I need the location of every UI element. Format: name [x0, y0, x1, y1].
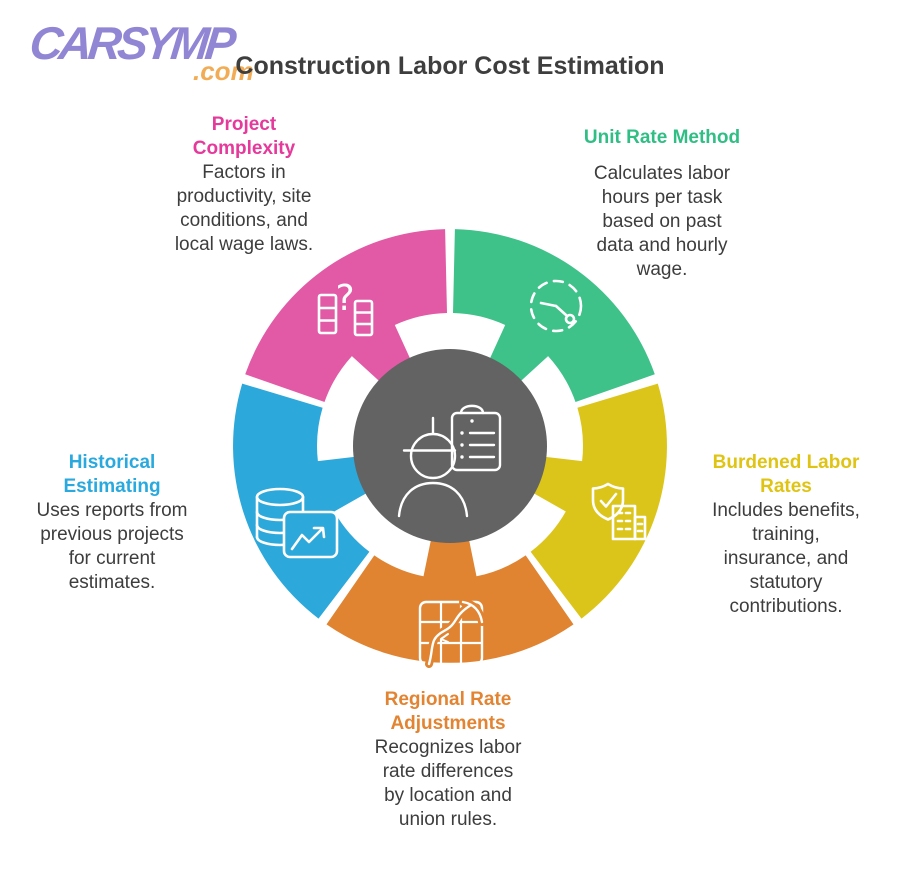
segment-heading-project-complexity: Project Complexity: [192, 114, 296, 159]
question-mark-glyph: ?: [335, 278, 354, 319]
segment-arc-project-complexity: [245, 229, 447, 402]
segment-description-burdened-labor-rates: Includes benefits, training, insurance, …: [712, 500, 860, 617]
segment-arc-unit-rate-method: [453, 229, 655, 402]
segment-heading-historical-estimating: Historical Estimating: [63, 452, 161, 497]
segment-label-unit-rate-method: Unit Rate Method Calculates labor hours …: [537, 126, 787, 282]
segment-heading-burdened-labor-rates: Burdened Labor Rates: [712, 452, 860, 497]
segment-arc-burdened-labor-rates: [530, 383, 667, 619]
database-chart-icon: [255, 487, 339, 559]
map-route-icon: [418, 598, 486, 668]
segment-description-unit-rate-method: Calculates labor hours per task based on…: [593, 163, 731, 280]
logo: CARSYMP .com: [27, 17, 253, 86]
segment-label-project-complexity: Project Complexity Factors in productivi…: [119, 113, 369, 257]
segment-description-regional-rate-adjustments: Recognizes labor rate differences by loc…: [374, 737, 522, 830]
logo-suffix-text: .com: [193, 56, 254, 86]
clock-icon: [529, 279, 583, 333]
segment-description-project-complexity: Factors in productivity, site conditions…: [174, 162, 314, 255]
worker-clipboard-icon: [397, 404, 502, 518]
segment-description-historical-estimating: Uses reports from previous projects for …: [36, 500, 188, 593]
segment-label-historical-estimating: Historical Estimating Uses reports from …: [0, 451, 224, 595]
segment-label-regional-rate-adjustments: Regional Rate Adjustments Recognizes lab…: [323, 688, 573, 832]
segment-heading-unit-rate-method: Unit Rate Method: [583, 127, 741, 148]
segment-arc-regional-rate-adjustments: [326, 536, 574, 663]
segment-heading-regional-rate-adjustments: Regional Rate Adjustments: [384, 689, 512, 734]
columns-question-icon: ?: [317, 278, 374, 337]
shield-check-building-icon: [591, 482, 647, 541]
center-circle: [353, 349, 547, 543]
segment-label-burdened-labor-rates: Burdened Labor Rates Includes benefits, …: [681, 451, 891, 619]
page-title: Construction Labor Cost Estimation: [235, 52, 665, 80]
